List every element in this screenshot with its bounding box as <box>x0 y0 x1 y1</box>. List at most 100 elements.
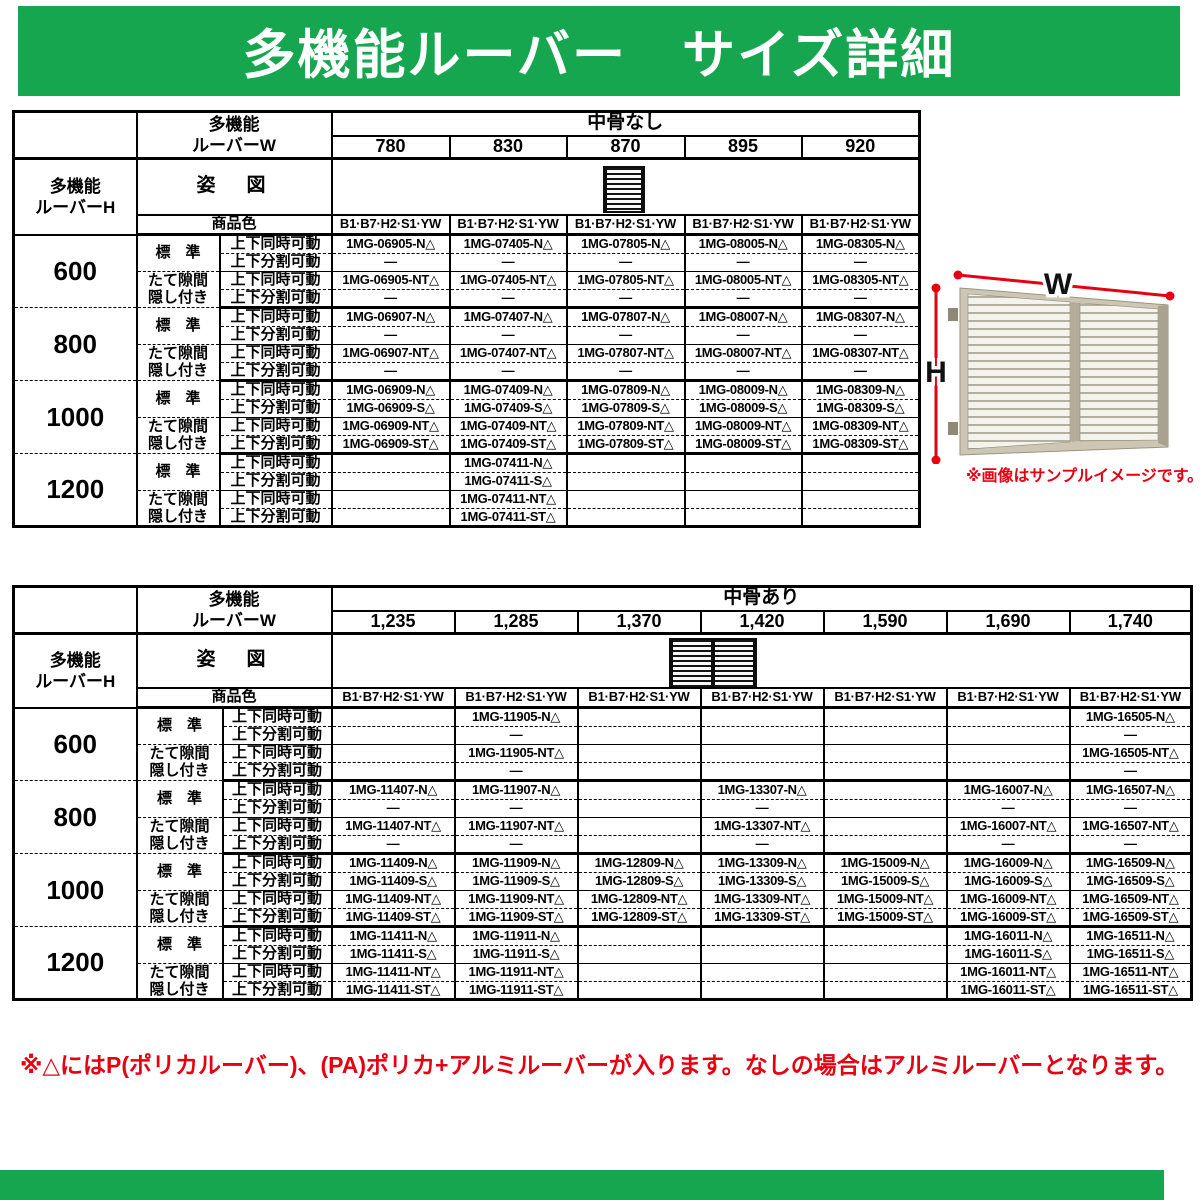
code-cell: 1MG-08309-ST△ <box>800 435 921 455</box>
motion-sim: 上下同時可動 <box>221 963 333 982</box>
code-cell: 1MG-16007-NT△ <box>945 817 1071 836</box>
code-cell <box>822 744 948 763</box>
code-cell <box>822 762 948 782</box>
louver-icon <box>602 166 645 213</box>
code-cell: ― <box>565 289 686 309</box>
height-cell: 800 <box>12 307 138 381</box>
motion-sim: 上下同時可動 <box>221 890 333 909</box>
width-header: 920 <box>800 135 921 160</box>
code-cell: 1MG-11905-N△ <box>453 707 579 727</box>
code-cell: 1MG-13307-N△ <box>699 780 825 800</box>
type-standard: 標 準 <box>135 926 224 964</box>
code-cell <box>565 508 686 528</box>
code-cell <box>565 472 686 491</box>
code-cell: 1MG-16511-S△ <box>1068 945 1193 964</box>
code-cell <box>822 707 948 727</box>
code-cell: ― <box>330 835 456 855</box>
code-cell <box>822 799 948 818</box>
code-cell: 1MG-07411-NT△ <box>448 490 568 509</box>
code-cell <box>330 508 451 528</box>
code-cell: 1MG-07409-ST△ <box>448 435 568 455</box>
code-cell: 1MG-16009-NT△ <box>945 890 1071 909</box>
code-cell: 1MG-11409-S△ <box>330 872 456 891</box>
code-cell: 1MG-07411-ST△ <box>448 508 568 528</box>
code-cell <box>822 780 948 800</box>
louver-w-line2: ルーバーW <box>192 136 276 155</box>
midrail-present-header: 中骨あり <box>330 586 1193 612</box>
code-cell <box>683 490 803 509</box>
code-cell <box>576 963 702 982</box>
code-cell: 1MG-12809-S△ <box>576 872 702 891</box>
code-cell <box>576 835 702 855</box>
figure-label: 姿 図 <box>135 158 333 216</box>
code-cell: ― <box>448 289 568 309</box>
code-cell: 1MG-08309-NT△ <box>800 417 921 436</box>
code-cell: ― <box>1068 762 1193 782</box>
width-header: 1,740 <box>1068 610 1193 635</box>
code-cell: 1MG-08005-NT△ <box>683 271 803 290</box>
code-cell <box>330 707 456 727</box>
code-cell: 1MG-07807-N△ <box>565 307 686 327</box>
code-cell: 1MG-06909-ST△ <box>330 435 451 455</box>
height-cell: 1000 <box>12 380 138 454</box>
code-cell <box>945 744 1071 763</box>
height-cell: 800 <box>12 780 138 854</box>
code-cell <box>800 453 921 473</box>
code-cell: 1MG-16511-ST△ <box>1068 981 1193 1001</box>
code-cell: ― <box>945 799 1071 818</box>
motion-sim: 上下同時可動 <box>218 417 333 436</box>
width-header: 1,590 <box>822 610 948 635</box>
code-cell: 1MG-11409-N△ <box>330 853 456 873</box>
code-cell <box>822 926 948 946</box>
code-cell: 1MG-06909-S△ <box>330 399 451 418</box>
code-cell: 1MG-08309-N△ <box>800 380 921 400</box>
louver-w-header: 多機能 ルーバーW <box>135 111 333 160</box>
type-tate: たて隙間 隠し付き <box>135 963 224 1000</box>
type-tate-line2: 隠し付き <box>147 289 208 307</box>
code-cell: 1MG-16511-NT△ <box>1068 963 1193 982</box>
type-tate-line2: 隠し付き <box>149 762 210 780</box>
code-cell <box>800 490 921 509</box>
motion-split: 上下分割可動 <box>221 762 333 782</box>
type-tate-line2: 隠し付き <box>147 362 208 380</box>
type-tate: たて隙間 隠し付き <box>135 271 221 308</box>
code-cell: 1MG-06905-NT△ <box>330 271 451 290</box>
code-cell <box>330 744 456 763</box>
width-header: 1,285 <box>453 610 579 635</box>
code-cell <box>330 726 456 745</box>
code-cell: ― <box>453 726 579 745</box>
code-cell <box>699 963 825 982</box>
motion-split: 上下分割可動 <box>218 435 333 455</box>
code-cell: 1MG-16511-N△ <box>1068 926 1193 946</box>
code-cell: 1MG-11411-N△ <box>330 926 456 946</box>
type-tate: たて隙間 隠し付き <box>135 817 224 854</box>
code-cell: 1MG-07805-N△ <box>565 234 686 254</box>
louver-icon-midrail <box>668 638 757 686</box>
code-cell: 1MG-16509-ST△ <box>1068 908 1193 928</box>
hinge <box>948 422 958 435</box>
code-cell: 1MG-13309-S△ <box>699 872 825 891</box>
louver-w-line2: ルーバーW <box>192 611 276 630</box>
w-dimension-arrow: W <box>953 265 1175 305</box>
code-cell: ― <box>453 835 579 855</box>
figure-label: 姿 図 <box>135 633 333 689</box>
code-cell <box>800 472 921 491</box>
code-cell: 1MG-11407-N△ <box>330 780 456 800</box>
midrail-none-header: 中骨なし <box>330 111 921 137</box>
louver-h-header: 多機能 ルーバーH <box>12 633 138 709</box>
code-cell: ― <box>1068 726 1193 745</box>
code-cell <box>822 945 948 964</box>
code-cell: ― <box>448 326 568 345</box>
code-cell: 1MG-11409-NT△ <box>330 890 456 909</box>
type-tate-line1: たて隙間 <box>149 963 210 981</box>
code-cell: 1MG-07411-N△ <box>448 453 568 473</box>
type-standard: 標 準 <box>135 453 221 491</box>
code-cell: 1MG-08009-S△ <box>683 399 803 418</box>
code-cell <box>565 453 686 473</box>
height-cell: 600 <box>12 234 138 308</box>
code-cell: ― <box>945 835 1071 855</box>
w-label: W <box>1044 268 1073 301</box>
type-tate-line1: たて隙間 <box>147 345 208 362</box>
width-header: 870 <box>565 135 686 160</box>
product-image: W H <box>918 242 1192 465</box>
